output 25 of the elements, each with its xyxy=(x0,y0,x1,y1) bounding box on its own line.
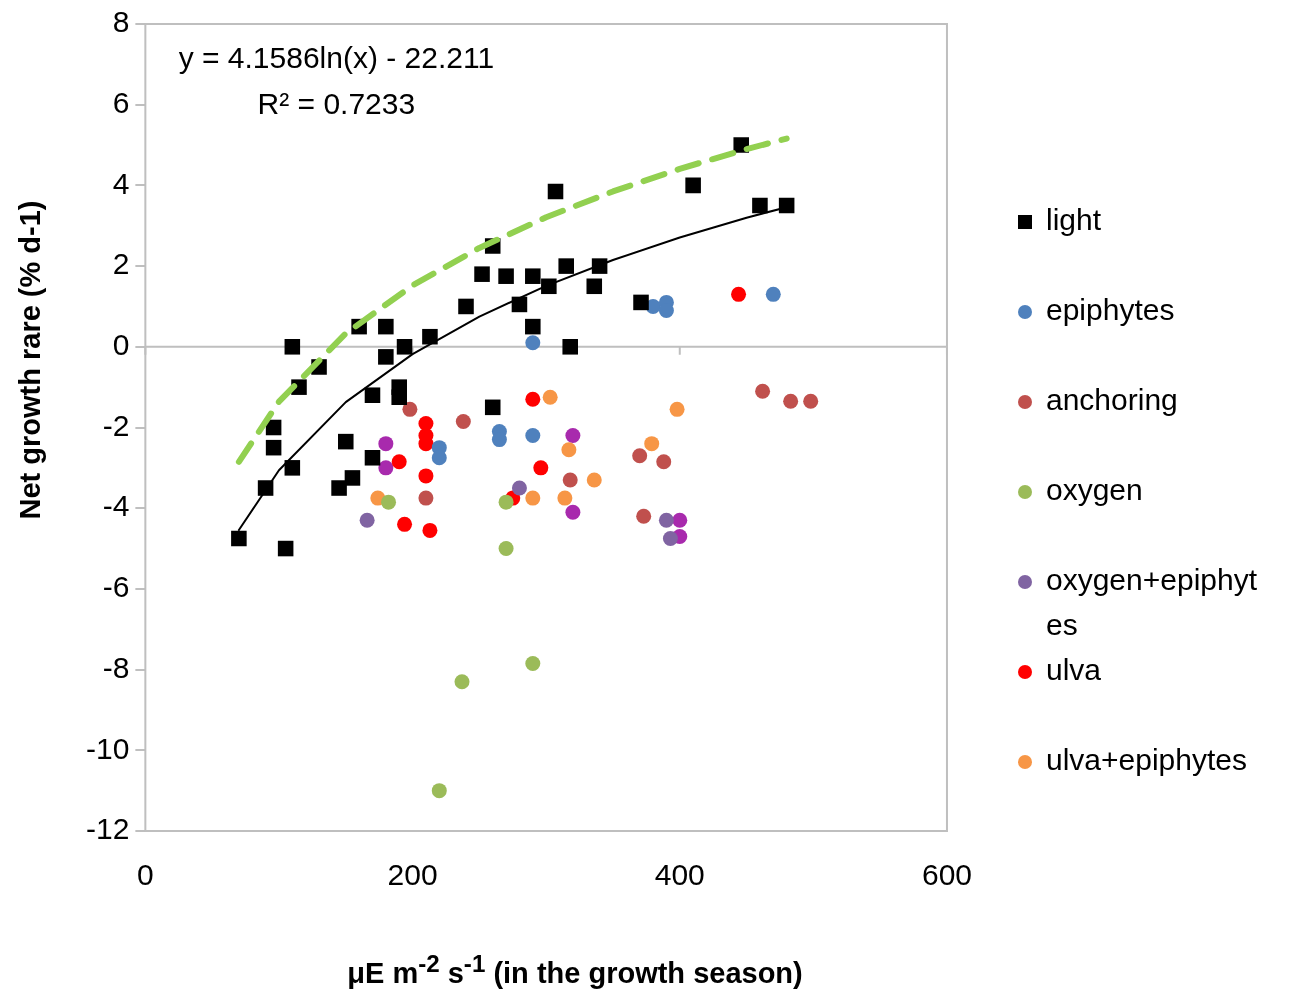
legend-label: anchoring xyxy=(1046,382,1179,418)
legend-label: ulva+epiphytes xyxy=(1046,742,1248,778)
annotation: y = 4.1586ln(x) - 22.211 xyxy=(178,41,495,75)
x-tick-label: 200 xyxy=(387,858,438,892)
y-tick-label: 6 xyxy=(112,85,130,119)
legend-label: ulva xyxy=(1046,652,1103,688)
annotation: R² = 0.7233 xyxy=(257,87,416,121)
y-tick-label: -6 xyxy=(102,570,130,604)
legend-label: epiphytes xyxy=(1046,292,1176,328)
y-tick-label: 4 xyxy=(112,166,130,200)
legend-label: oxygen xyxy=(1046,472,1144,508)
x-tick-label: 400 xyxy=(654,858,705,892)
y-tick-label: -10 xyxy=(86,731,130,765)
x-tick-label: 0 xyxy=(137,858,154,892)
y-tick-label: -12 xyxy=(86,812,130,846)
legend-label: light xyxy=(1046,202,1103,238)
y-tick-label: -8 xyxy=(102,650,130,684)
y-axis-title: Net growth rare (% d-1) xyxy=(13,200,47,520)
y-tick-label: -2 xyxy=(102,408,130,442)
x-axis-title: μE m$^{-2}$ s$^{-1}$ (in the growth season) xyxy=(346,950,804,990)
y-tick-label: 8 xyxy=(112,5,130,39)
y-tick-label: 0 xyxy=(112,328,130,362)
x-tick-label: 600 xyxy=(921,858,972,892)
y-tick-label: -4 xyxy=(102,489,130,523)
y-tick-label: 2 xyxy=(112,247,130,281)
